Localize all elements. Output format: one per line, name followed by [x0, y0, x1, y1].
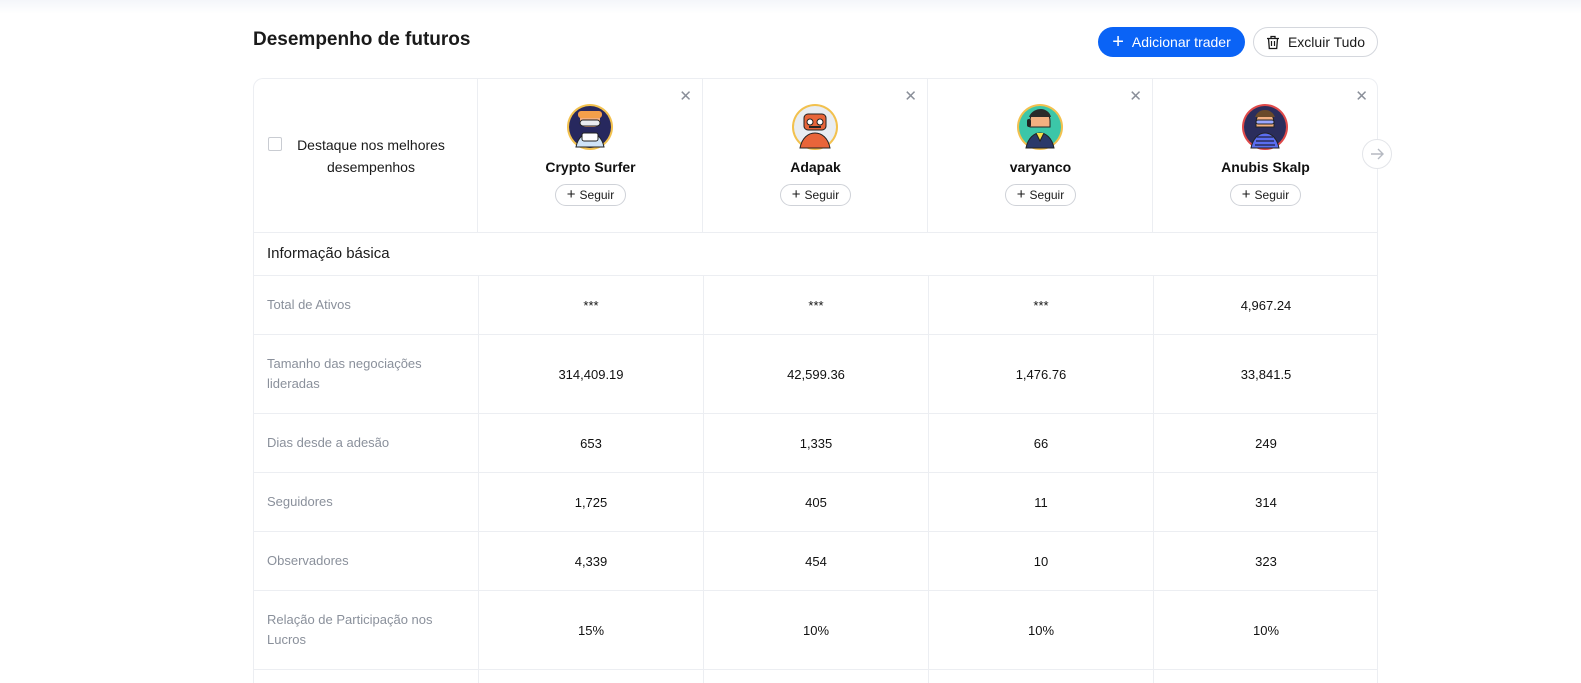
trader-name: Adapak: [790, 159, 841, 175]
table-cell: 653: [478, 414, 703, 472]
table-cell: 66: [928, 414, 1153, 472]
avatar[interactable]: [1016, 103, 1064, 151]
table-cell: 1,725: [478, 473, 703, 531]
plus-icon: +: [566, 186, 576, 203]
table-cell: 11: [928, 473, 1153, 531]
row-label: Seguidores: [267, 494, 333, 509]
row-label: Tamanho das negociações lideradas: [267, 356, 422, 391]
trader-column-3: ✕ varyanco + Seguir: [928, 79, 1153, 232]
follow-label: Seguir: [804, 188, 840, 202]
table-cell: [1153, 670, 1377, 683]
trader-name: Crypto Surfer: [545, 159, 636, 175]
row-label: Observadores: [267, 553, 349, 568]
trader-column-1: ✕ Crypto Surfer + Seguir: [478, 79, 703, 232]
add-trader-label: Adicionar trader: [1131, 34, 1231, 50]
delete-all-label: Excluir Tudo: [1287, 34, 1366, 50]
table-cell: 314,409.19: [478, 335, 703, 413]
table-cell: 15%: [478, 591, 703, 669]
trader-name: varyanco: [1009, 159, 1072, 175]
table-cell: [478, 670, 703, 683]
trader-column-2: ✕ Adapak + Seguir: [703, 79, 928, 232]
comparison-table: Destaque nos melhores desempenhos ✕ Cryp…: [253, 78, 1378, 683]
trash-icon: [1266, 35, 1279, 49]
avatar[interactable]: [1241, 103, 1289, 151]
table-cell: ***: [703, 276, 928, 334]
follow-button[interactable]: + Seguir: [555, 184, 626, 206]
table-row: Tamanho das negociações lideradas 314,40…: [254, 335, 1377, 414]
plus-icon: +: [1241, 186, 1251, 203]
highlight-label-line-2: desempenhos: [327, 159, 415, 175]
table-cell: 4,339: [478, 532, 703, 590]
table-row: Observadores 4,339 454 10 323: [254, 532, 1377, 591]
table-cell: ***: [928, 276, 1153, 334]
highlight-cell: Destaque nos melhores desempenhos: [254, 79, 478, 232]
follow-label: Seguir: [1029, 188, 1065, 202]
table-row: [254, 670, 1377, 683]
trader-column-4: ✕ Anubis Skalp + Seguir: [1153, 79, 1377, 232]
follow-button[interactable]: + Seguir: [780, 184, 851, 206]
section-header: Informação básica: [254, 232, 1377, 276]
follow-label: Seguir: [1254, 188, 1290, 202]
trader-name: Anubis Skalp: [1221, 159, 1310, 175]
table-cell: 10: [928, 532, 1153, 590]
table-cell: 454: [703, 532, 928, 590]
table-cell: ***: [478, 276, 703, 334]
table-cell: [703, 670, 928, 683]
avatar[interactable]: [791, 103, 839, 151]
remove-trader-icon[interactable]: ✕: [1355, 88, 1368, 105]
highlight-label: Destaque nos melhores desempenhos: [296, 134, 446, 178]
section-title: Informação básica: [267, 245, 390, 262]
table-cell: 4,967.24: [1153, 276, 1377, 334]
arrow-right-icon: [1371, 148, 1384, 160]
plus-icon: +: [1016, 186, 1026, 203]
table-cell: 1,476.76: [928, 335, 1153, 413]
table-row: Relação de Participação nos Lucros 15% 1…: [254, 591, 1377, 670]
table-cell: 42,599.36: [703, 335, 928, 413]
add-trader-button[interactable]: + Adicionar trader: [1098, 27, 1245, 57]
next-traders-button[interactable]: [1362, 139, 1392, 169]
table-row: Dias desde a adesão 653 1,335 66 249: [254, 414, 1377, 473]
table-cell: [928, 670, 1153, 683]
row-label: Dias desde a adesão: [267, 435, 390, 450]
table-cell: 10%: [1153, 591, 1377, 669]
table-cell: 249: [1153, 414, 1377, 472]
highlight-label-line-1: Destaque nos melhores: [297, 137, 445, 153]
avatar[interactable]: [566, 103, 614, 151]
delete-all-button[interactable]: Excluir Tudo: [1253, 27, 1378, 57]
follow-button[interactable]: + Seguir: [1005, 184, 1076, 206]
trader-header-row: Destaque nos melhores desempenhos ✕ Cryp…: [254, 79, 1377, 232]
follow-button[interactable]: + Seguir: [1230, 184, 1301, 206]
follow-label: Seguir: [579, 188, 615, 202]
table-row: Total de Ativos *** *** *** 4,967.24: [254, 276, 1377, 335]
table-row: Seguidores 1,725 405 11 314: [254, 473, 1377, 532]
plus-icon: +: [791, 186, 801, 203]
plus-icon: +: [1112, 31, 1124, 53]
table-cell: 10%: [928, 591, 1153, 669]
table-cell: 314: [1153, 473, 1377, 531]
table-cell: 323: [1153, 532, 1377, 590]
table-cell: 33,841.5: [1153, 335, 1377, 413]
top-fade: [0, 0, 1581, 14]
highlight-checkbox[interactable]: [268, 137, 282, 151]
row-label: Relação de Participação nos Lucros: [267, 612, 433, 647]
remove-trader-icon[interactable]: ✕: [904, 88, 917, 105]
table-cell: 405: [703, 473, 928, 531]
table-cell: 10%: [703, 591, 928, 669]
table-cell: 1,335: [703, 414, 928, 472]
row-label: Total de Ativos: [267, 297, 351, 312]
remove-trader-icon[interactable]: ✕: [679, 88, 692, 105]
remove-trader-icon[interactable]: ✕: [1129, 88, 1142, 105]
page-title: Desempenho de futuros: [253, 29, 471, 50]
